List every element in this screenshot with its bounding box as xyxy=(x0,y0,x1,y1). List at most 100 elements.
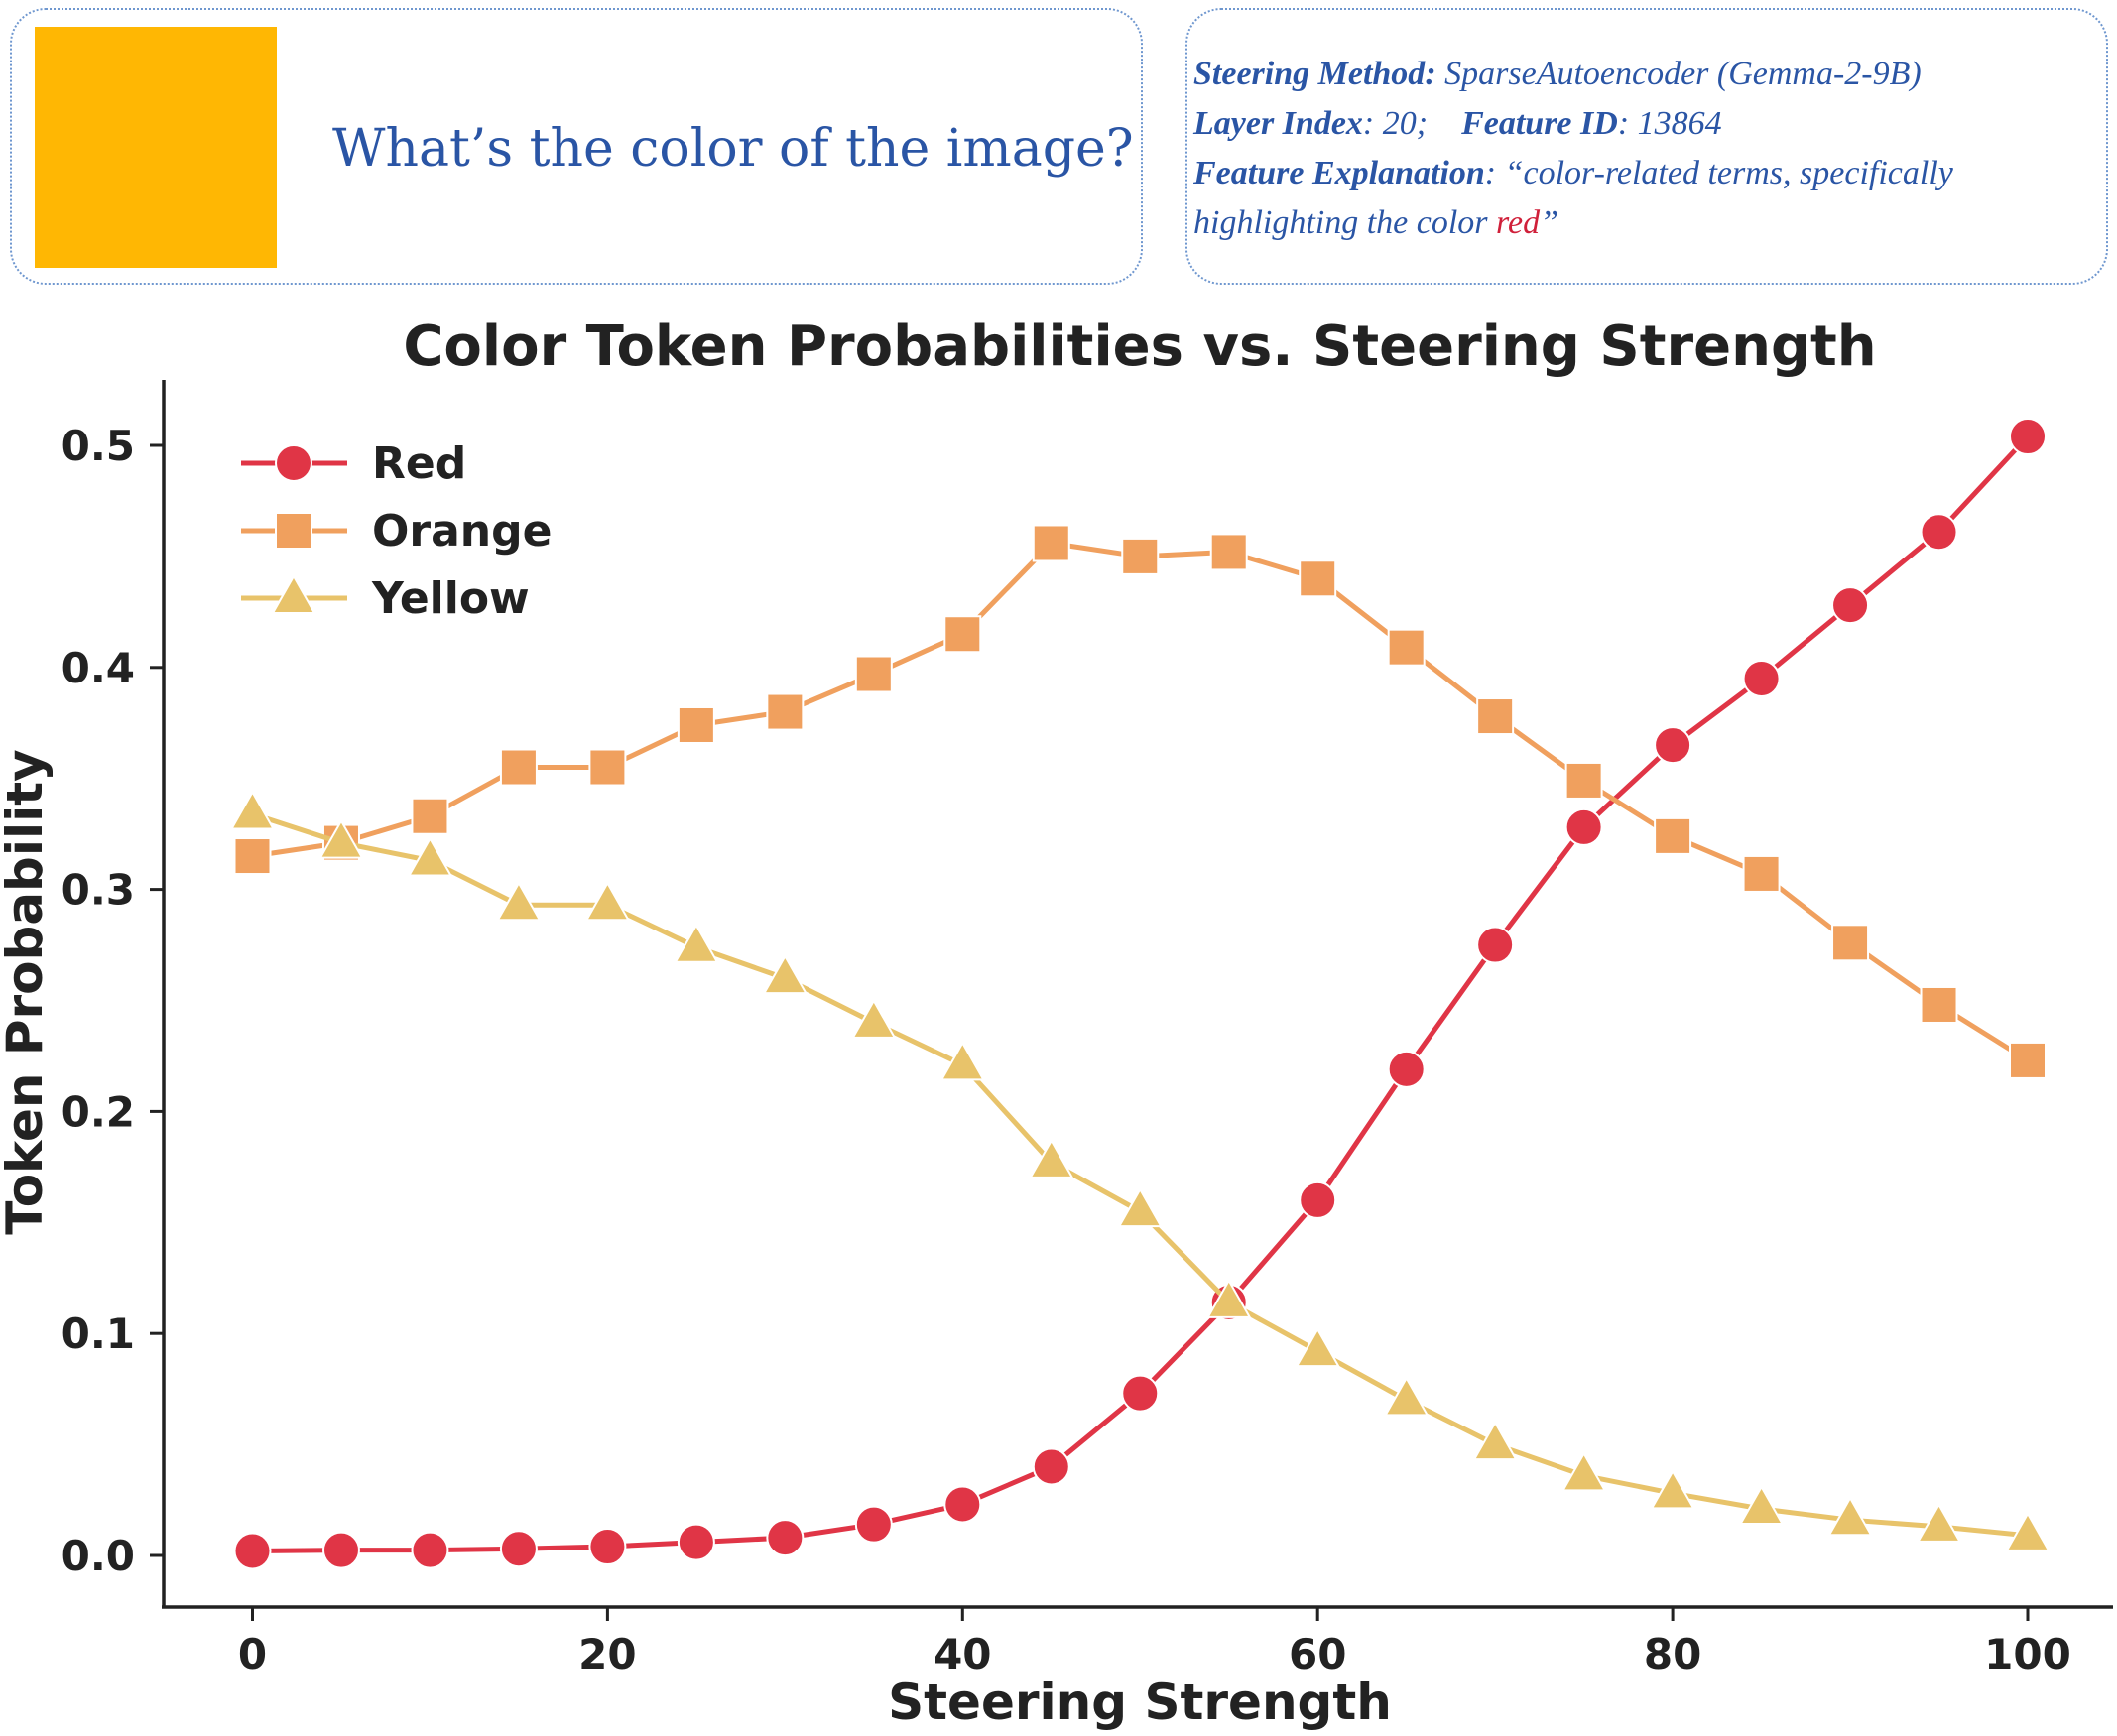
x-tick-label: 20 xyxy=(578,1630,636,1678)
x-tick-label: 0 xyxy=(238,1630,267,1678)
data-point xyxy=(1476,697,1515,736)
data-point xyxy=(1654,726,1692,765)
data-point xyxy=(766,692,805,731)
explanation-line: Feature Explanation: “color-related term… xyxy=(1193,155,1953,191)
explanation-line-2: highlighting the color red” xyxy=(1193,204,1558,242)
y-tick-label: 0.5 xyxy=(62,422,135,470)
data-point xyxy=(674,923,719,963)
data-point xyxy=(854,1505,893,1544)
data-point xyxy=(233,1532,272,1570)
legend-marker xyxy=(275,512,312,550)
data-point xyxy=(1831,924,1870,962)
steering-info-panel: Steering Method: SparseAutoencoder (Gemm… xyxy=(1185,8,2108,285)
data-point xyxy=(411,1531,449,1569)
data-point xyxy=(1383,1376,1430,1417)
data-point xyxy=(588,1528,627,1566)
data-point xyxy=(1564,761,1603,800)
data-point xyxy=(766,1519,805,1557)
layer-feature-line: Layer Index: 20; Feature ID: 13864 xyxy=(1193,105,1722,142)
x-tick-label: 80 xyxy=(1644,1630,1701,1678)
steering-method-line: Steering Method: SparseAutoencoder (Gemm… xyxy=(1193,56,1922,92)
data-point xyxy=(1476,926,1515,964)
data-point xyxy=(1831,586,1870,625)
data-point xyxy=(1299,1180,1337,1219)
data-point xyxy=(1206,1278,1252,1318)
data-point xyxy=(1121,537,1160,575)
data-point xyxy=(1564,807,1603,846)
data-point xyxy=(1032,1447,1070,1486)
chart-title: Color Token Probabilities vs. Steering S… xyxy=(403,314,1876,379)
explanation-highlight: red xyxy=(1496,204,1541,241)
series-orange xyxy=(233,524,2047,1079)
data-point xyxy=(2009,1041,2047,1079)
data-point xyxy=(939,1041,986,1081)
series-line xyxy=(251,811,2029,1539)
method-value: SparseAutoencoder (Gemma-2-9B) xyxy=(1444,56,1922,92)
layer-label: Layer Index xyxy=(1193,105,1363,142)
data-point xyxy=(943,615,982,654)
data-point xyxy=(407,836,453,877)
legend-item-yellow: Yellow xyxy=(241,573,530,624)
explanation-value: “color-related terms, specifically xyxy=(1504,155,1953,191)
data-point xyxy=(1916,1502,1962,1543)
data-point xyxy=(677,1523,715,1561)
legend-marker xyxy=(271,573,316,614)
data-point xyxy=(1295,1327,1340,1368)
legend-item-orange: Orange xyxy=(241,506,552,557)
legend-item-red: Red xyxy=(241,438,466,489)
explanation-label: Feature Explanation xyxy=(1193,155,1485,191)
data-point xyxy=(233,837,272,876)
x-axis-label: Steering Strength xyxy=(888,1674,1392,1731)
data-point xyxy=(1827,1496,1873,1537)
legend-label: Orange xyxy=(372,506,552,557)
data-point xyxy=(229,790,276,830)
data-point xyxy=(584,881,631,922)
data-point xyxy=(1032,524,1070,562)
data-point xyxy=(1920,513,1958,552)
data-point xyxy=(851,998,897,1039)
feature-value: 13864 xyxy=(1637,105,1722,142)
data-point xyxy=(1742,854,1781,893)
data-point xyxy=(854,655,893,693)
data-point xyxy=(2005,1511,2051,1551)
question-text: What’s the color of the image? xyxy=(332,119,1134,179)
explanation-end: ” xyxy=(1540,204,1559,241)
data-point xyxy=(499,1530,538,1568)
data-point xyxy=(1654,816,1692,855)
data-point xyxy=(1920,985,1958,1024)
data-point xyxy=(496,881,542,922)
color-image xyxy=(35,27,277,268)
data-point xyxy=(588,748,627,787)
data-point xyxy=(1472,1421,1518,1461)
x-tick-label: 60 xyxy=(1289,1630,1346,1678)
data-point xyxy=(1209,533,1248,571)
legend-marker xyxy=(275,444,312,482)
series-red xyxy=(233,418,2047,1570)
layer-value: 20; xyxy=(1382,105,1429,142)
legend-label: Red xyxy=(372,438,466,489)
y-tick-label: 0.2 xyxy=(62,1087,135,1136)
data-point xyxy=(1742,659,1781,697)
y-tick-label: 0.0 xyxy=(62,1532,135,1580)
legend-label: Yellow xyxy=(371,573,530,624)
y-axis-label: Token Probability xyxy=(0,749,54,1235)
data-point xyxy=(499,748,538,787)
y-tick-label: 0.4 xyxy=(62,644,135,692)
series-yellow xyxy=(229,790,2051,1551)
data-point xyxy=(1299,559,1337,598)
data-point xyxy=(1029,1138,1074,1178)
data-point xyxy=(1121,1374,1160,1413)
data-point xyxy=(762,954,809,995)
explanation-value-2: highlighting the color xyxy=(1193,204,1497,241)
x-tick-label: 40 xyxy=(934,1630,991,1678)
method-label: Steering Method xyxy=(1193,56,1426,92)
data-point xyxy=(1650,1469,1695,1510)
data-point xyxy=(1738,1484,1785,1526)
data-point xyxy=(2009,418,2047,456)
prompt-panel: What’s the color of the image? xyxy=(10,8,1143,285)
data-point xyxy=(321,1531,360,1569)
data-point xyxy=(318,818,364,859)
data-point xyxy=(1560,1451,1607,1492)
data-point xyxy=(1117,1187,1163,1228)
